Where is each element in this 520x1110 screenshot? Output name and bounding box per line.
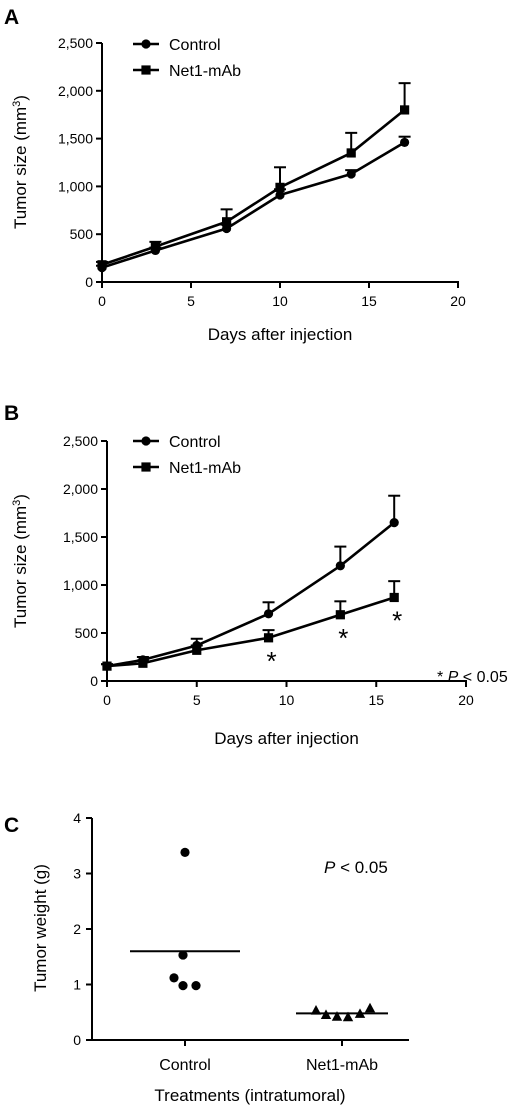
x-tick-label: 0 [98,293,106,309]
data-point-net1-mab [400,105,410,115]
panel-letter: A [4,6,19,29]
legend-label: Control [169,434,221,451]
legend-label: Net1-mAb [169,63,241,80]
p-value-threshold: < 0.05 [458,669,507,686]
data-point-net1-mab [102,661,112,671]
p-value-annotation: P < 0.05 [324,858,388,877]
y-tick-label: 2,500 [58,35,93,51]
y-tick-label: 1,500 [58,131,93,147]
series-line-net1-mab [101,108,406,267]
data-point-control [335,561,345,571]
series-line-control [101,141,406,269]
data-point-control [263,609,274,619]
legend-marker [141,462,151,472]
data-point-net1-mab [364,1002,376,1013]
x-category-label: Net1-mAb [306,1057,378,1074]
x-tick-label: 5 [193,692,201,708]
y-tick-label: 2,000 [63,481,98,497]
data-point-control [178,981,188,991]
data-point-net1-mab [192,645,202,655]
y-tick-label: 1,000 [63,577,98,593]
data-point-net1-mab [310,1004,322,1015]
x-tick-label: 10 [272,293,288,309]
y-tick-label: 0 [85,274,93,290]
p-value-prefix: * [437,669,448,686]
data-point-net1-mab [97,260,107,270]
y-tick-label: 500 [75,625,99,641]
legend-marker [141,65,151,75]
data-point-net1-mab [275,182,285,192]
x-axis-label: Days after injection [214,729,359,748]
data-point-control [346,169,356,179]
y-axis-label: Tumor size (mm3) [11,95,30,229]
y-tick-label: 1,000 [58,178,93,194]
x-tick-label: 15 [368,692,384,708]
data-point-net1-mab [346,148,356,158]
x-tick-label: 15 [361,293,377,309]
x-tick-label: 5 [187,293,195,309]
x-axis-label: Days after injection [208,325,353,344]
panel-letter: C [4,814,19,837]
legend-label: Net1-mAb [169,460,241,477]
y-axis-label-close: ) [11,95,30,101]
y-axis-label-text: Tumor size (mm [11,506,30,628]
x-tick-label: 20 [450,293,466,309]
panel-letter: B [4,402,19,425]
y-tick-label: 2,000 [58,83,93,99]
series-line-net1-mab [106,596,395,668]
x-tick-label: 20 [458,692,474,708]
data-point-net1-mab [342,1011,354,1022]
y-axis-label-superscript: 3 [11,500,23,506]
legend-marker [141,39,151,49]
data-point-control [389,518,399,528]
significance-asterisk: * [338,623,348,653]
data-point-net1-mab [389,592,399,603]
x-tick-label: 0 [103,692,111,708]
legend-marker [141,436,151,446]
significance-asterisk: * [392,605,402,635]
data-point-control [180,847,190,858]
y-axis-label-close: ) [11,494,30,500]
series-line-control [106,521,396,668]
y-tick-label: 500 [70,226,94,242]
y-axis-label-text: Tumor size (mm [11,107,30,229]
y-tick-label: 2 [73,921,81,937]
data-point-control [191,981,201,991]
data-point-net1-mab [331,1011,343,1021]
y-tick-label: 2,500 [63,433,98,449]
data-point-control [178,950,188,960]
p-value-threshold: < 0.05 [335,858,387,877]
y-tick-label: 1,500 [63,529,98,545]
y-tick-label: 4 [73,810,81,826]
y-tick-label: 1 [73,977,81,993]
y-axis-label-superscript: 3 [11,101,23,107]
p-value-annotation: * P < 0.05 [437,669,508,686]
x-category-label: Control [159,1057,211,1074]
data-point-net1-mab [222,217,232,227]
significance-asterisk: * [266,646,276,676]
y-tick-label: 0 [73,1032,81,1048]
data-point-control [169,973,179,983]
x-axis-label: Treatments (intratumoral) [154,1086,345,1105]
data-point-control [400,137,410,148]
data-point-net1-mab [263,633,274,643]
x-tick-label: 10 [279,692,295,708]
data-point-net1-mab [335,610,345,620]
y-axis-label: Tumor weight (g) [31,864,50,992]
data-point-control [275,190,285,200]
p-value-symbol: P [324,858,336,877]
p-value-symbol: P [448,669,459,686]
data-point-net1-mab [150,242,160,252]
y-axis-label: Tumor size (mm3) [11,494,30,628]
data-point-net1-mab [138,658,148,668]
legend-label: Control [169,37,221,54]
y-tick-label: 3 [73,866,81,882]
y-tick-label: 0 [90,673,98,689]
